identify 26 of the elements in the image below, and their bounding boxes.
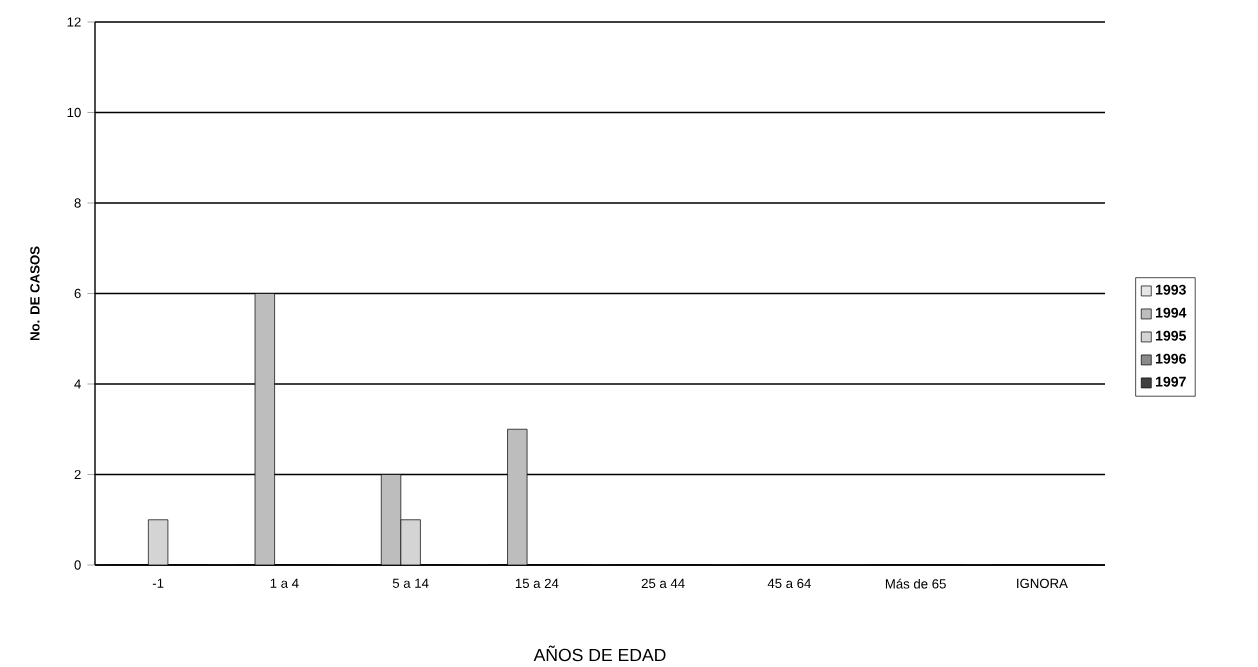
x-tick-label: 15 a 24 (515, 578, 559, 589)
x-tick-label: 5 a 14 (392, 578, 429, 588)
bar (400, 519, 421, 565)
y-axis-title: No. DE CASOS (30, 246, 40, 341)
y-tick-label: 8 (74, 198, 81, 208)
bar (255, 293, 275, 565)
y-tick-label: 10 (67, 107, 81, 118)
bar (507, 429, 528, 565)
x-tick-label: -1 (152, 578, 164, 588)
y-tick-label: 0 (74, 560, 81, 570)
y-tick-label: 12 (67, 17, 81, 27)
x-tick-label: IGNORA (1017, 578, 1068, 589)
x-tick-label: 45 a 64 (767, 578, 811, 589)
x-tick-label: 1 a 4 (270, 578, 299, 588)
y-tick-label: 6 (74, 288, 81, 299)
x-tick-label: 25 a 44 (641, 578, 685, 589)
legend-label: 1997 (1156, 376, 1186, 387)
legend-label: 1996 (1156, 353, 1186, 364)
x-tick-label: Más de 65 (885, 578, 946, 589)
x-axis-title: AÑOS DE EDAD (533, 645, 666, 662)
y-tick-label: 4 (74, 379, 81, 389)
y-tick-label: 2 (74, 469, 81, 480)
legend-label: 1995 (1156, 330, 1187, 341)
bar (381, 474, 401, 565)
legend-label: 1993 (1156, 284, 1186, 295)
legend-label: 1994 (1156, 307, 1187, 318)
